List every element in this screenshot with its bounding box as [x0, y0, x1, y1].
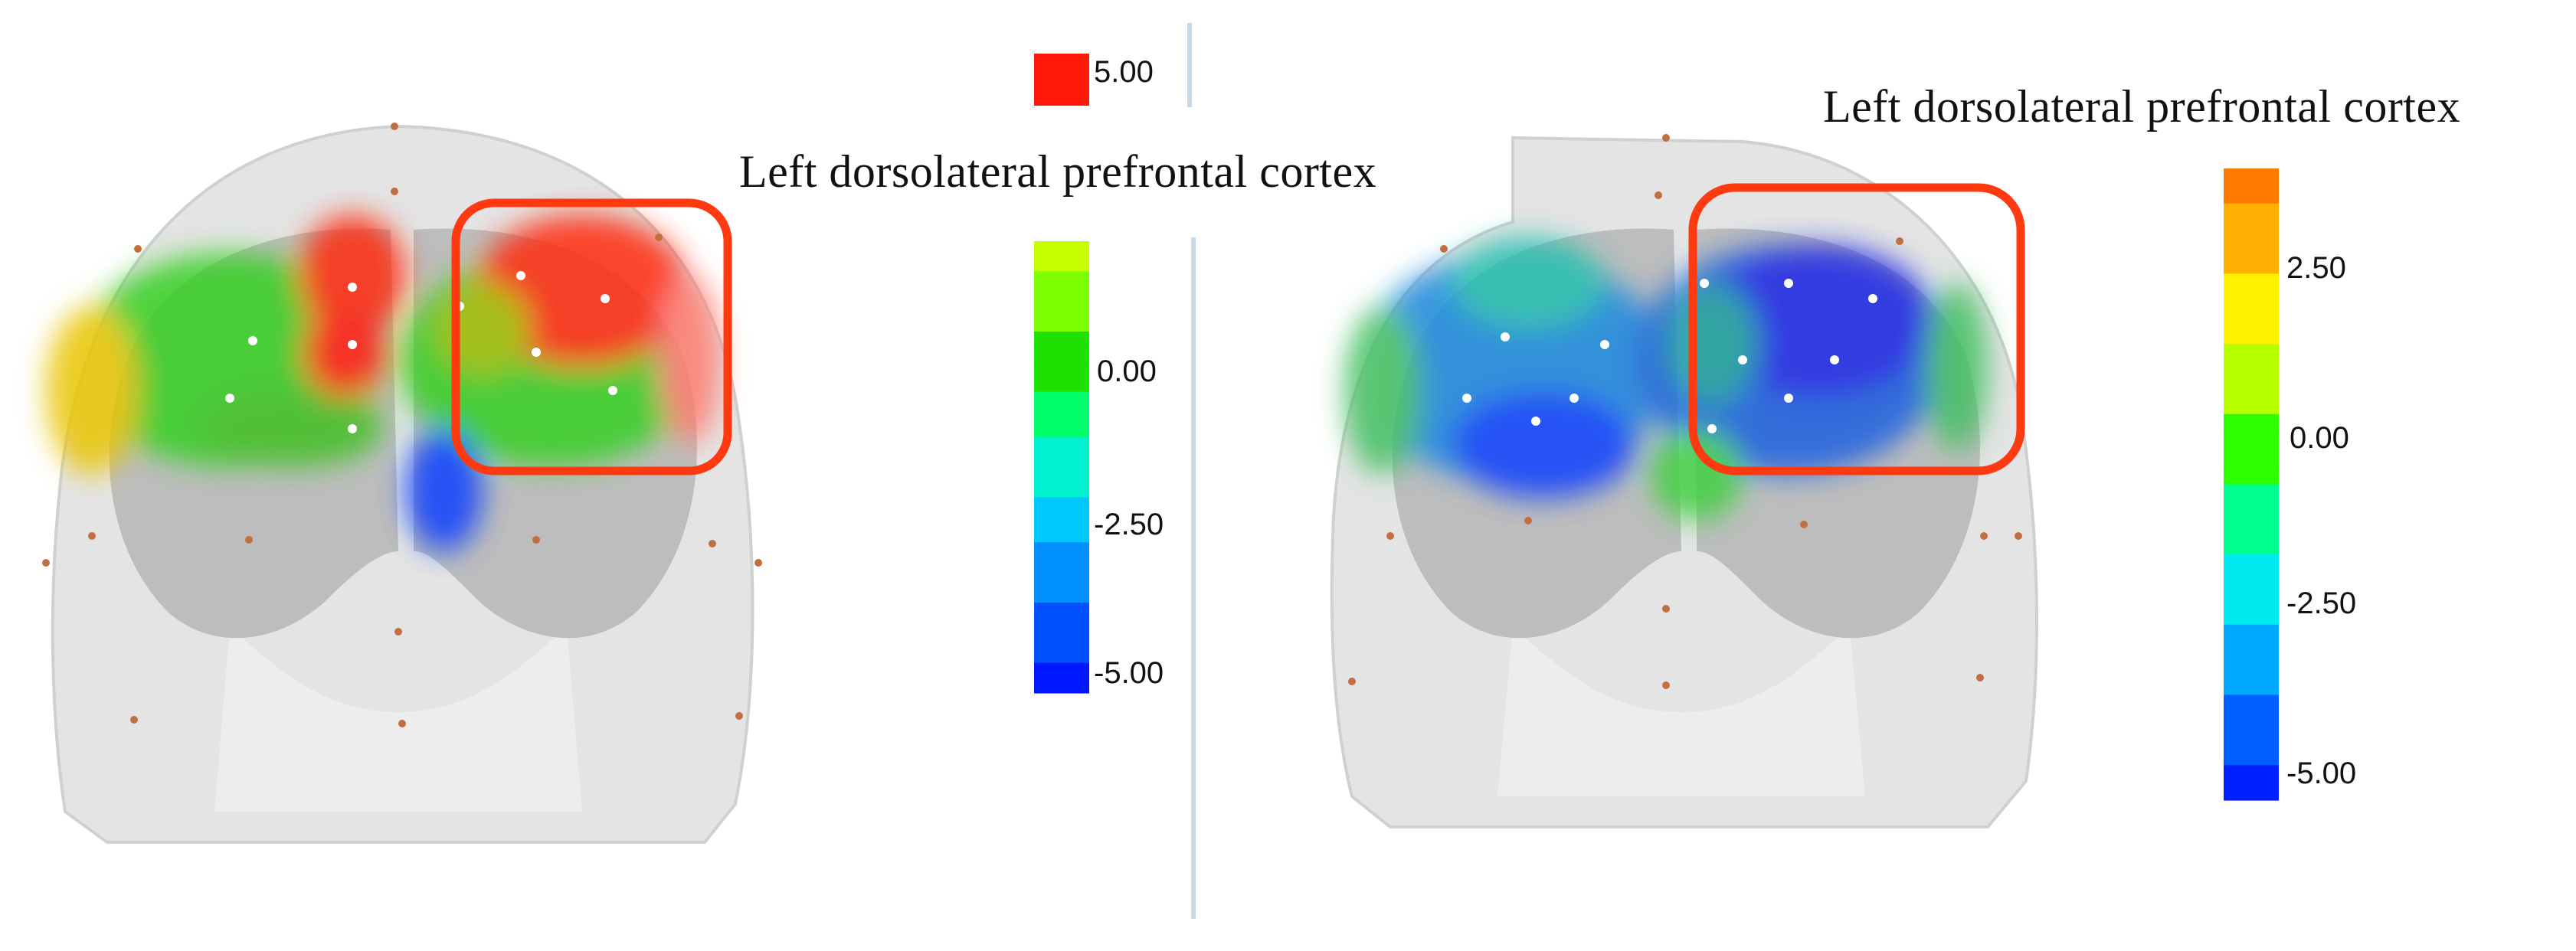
colorbar-right-step: [2224, 694, 2279, 713]
colorbar-left-step: [1034, 286, 1089, 302]
roi-label-right: Left dorsolateral prefrontal cortex: [1823, 81, 2461, 132]
colorbar-right-step: [2224, 519, 2279, 538]
colorbar-left-tick-4: -5.00: [1094, 656, 1164, 690]
colorbar-left-step: [1034, 256, 1089, 272]
colorbar-right-step: [2224, 396, 2279, 415]
colorbar-left-tick-3: -2.50: [1094, 508, 1164, 541]
colorbar-left-step: [1034, 377, 1089, 393]
left-panel: Left dorsolateral prefrontal cortex 5.00…: [0, 0, 1376, 951]
colorbar-right-step: [2224, 712, 2279, 730]
colorbar-left-step: [1034, 301, 1089, 317]
colorbar-right-step: [2224, 273, 2279, 292]
colorbar-right-step: [2224, 168, 2279, 187]
colorbar-right-step: [2224, 361, 2279, 380]
colorbar-left-step: [1034, 467, 1089, 483]
colorbar-left-step: [1034, 617, 1089, 633]
colorbar-right-step: [2224, 730, 2279, 748]
colorbar-right-step: [2224, 379, 2279, 397]
colorbar-left-step: [1034, 557, 1089, 574]
colorbar-left-step: [1034, 316, 1089, 332]
optode-dots: [1348, 134, 2022, 689]
colorbar-right-tick-2: 0.00: [2290, 421, 2349, 455]
right-panel: Left dorsolateral prefrontal cortex 2.50…: [1206, 0, 2576, 951]
colorbar-right-step: [2224, 747, 2279, 766]
colorbar-right-step: [2224, 624, 2279, 643]
colorbar-right-step: [2224, 256, 2279, 275]
colorbar-right-step: [2224, 291, 2279, 309]
colorbar-right-step: [2224, 484, 2279, 502]
colorbar-right-step: [2224, 642, 2279, 661]
colorbar-right-tick-4: -5.00: [2286, 757, 2357, 790]
colorbar-right-step: [2224, 344, 2279, 362]
colorbar-left-step: [1034, 391, 1089, 407]
colorbar-right: [2224, 168, 2279, 801]
face-lower: [214, 628, 582, 812]
colorbar-left-step: [1034, 482, 1089, 498]
colorbar-right-tick-3: -2.50: [2286, 587, 2357, 620]
colorbar-left-step: [1034, 436, 1089, 453]
colorbar-left-step: [1034, 662, 1089, 678]
left-head-render: [42, 23, 1192, 844]
roi-highlight-box: [451, 198, 732, 476]
colorbar-right-step: [2224, 238, 2279, 257]
panel-divider: [1191, 237, 1196, 919]
colorbar-left-step: [1034, 587, 1089, 603]
max-value-swatch: [1034, 54, 1089, 106]
colorbar-left-step: [1034, 332, 1089, 348]
colorbar-left-step: [1034, 407, 1089, 423]
colorbar-right-step: [2224, 413, 2279, 433]
colorbar-right-tick-1: 2.50: [2286, 251, 2346, 285]
colorbar-right-step: [2224, 606, 2279, 626]
colorbar-right-step: [2224, 502, 2279, 520]
colorbar-left-step: [1034, 512, 1089, 528]
colorbar-left-step: [1034, 572, 1089, 588]
face-lower: [1497, 628, 1865, 796]
colorbar-left-step: [1034, 422, 1089, 438]
colorbar-right-step: [2224, 572, 2279, 590]
colorbar-left-step: [1034, 346, 1089, 362]
colorbar-right-step: [2224, 659, 2279, 678]
colorbar-right-step: [2224, 431, 2279, 450]
colorbar-right-step: [2224, 537, 2279, 555]
colorbar-left-step: [1034, 241, 1089, 257]
colorbar-right-step: [2224, 326, 2279, 345]
colorbar-left-step: [1034, 527, 1089, 543]
colorbar-right-step: [2224, 783, 2279, 801]
colorbar-left-tick-1: 5.00: [1094, 55, 1154, 89]
colorbar-left-tick-2: 0.00: [1097, 355, 1157, 388]
optode-dots: [42, 123, 762, 727]
colorbar-left-step: [1034, 678, 1089, 694]
colorbar-right-step: [2224, 554, 2279, 573]
colorbar-right-step: [2224, 185, 2279, 204]
colorbar-left-step: [1034, 603, 1089, 619]
colorbar-left-step: [1034, 271, 1089, 287]
activation-overlay: [1344, 237, 1988, 521]
colorbar-right-step: [2224, 466, 2279, 485]
activation-overlay: [46, 214, 720, 551]
colorbar-right-step: [2224, 449, 2279, 468]
colorbar-right-step: [2224, 590, 2279, 608]
colorbar-left-step: [1034, 497, 1089, 513]
colorbar-left-step: [1034, 632, 1089, 649]
colorbar-right-step: [2224, 677, 2279, 696]
colorbar-left-step: [1034, 648, 1089, 664]
colorbar-left-step: [1034, 542, 1089, 558]
colorbar-left: [1034, 241, 1089, 694]
colorbar-right-step: [2224, 765, 2279, 783]
colorbar-right-step: [2224, 221, 2279, 240]
right-head-render: [1330, 134, 2279, 828]
roi-label-left: Left dorsolateral prefrontal cortex: [739, 146, 1377, 197]
colorbar-left-step: [1034, 361, 1089, 377]
colorbar-right-step: [2224, 309, 2279, 327]
roi-highlight-box: [1688, 183, 2025, 476]
colorbar-right-step: [2224, 203, 2279, 222]
colorbar-left-step: [1034, 452, 1089, 468]
